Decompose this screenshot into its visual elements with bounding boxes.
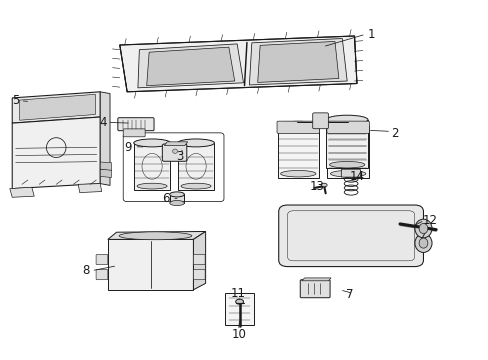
Ellipse shape xyxy=(169,192,184,197)
Text: 10: 10 xyxy=(231,328,245,341)
Ellipse shape xyxy=(280,171,315,177)
Ellipse shape xyxy=(133,139,170,147)
Polygon shape xyxy=(301,278,330,281)
Polygon shape xyxy=(12,117,100,189)
Text: 4: 4 xyxy=(99,116,106,129)
Ellipse shape xyxy=(181,183,211,189)
FancyBboxPatch shape xyxy=(193,270,205,280)
Polygon shape xyxy=(277,126,318,178)
Polygon shape xyxy=(78,184,102,193)
Polygon shape xyxy=(20,94,95,120)
Ellipse shape xyxy=(418,238,427,248)
FancyBboxPatch shape xyxy=(300,280,329,298)
FancyBboxPatch shape xyxy=(193,255,205,265)
Ellipse shape xyxy=(414,234,431,252)
Ellipse shape xyxy=(172,149,177,153)
Polygon shape xyxy=(164,142,187,145)
Polygon shape xyxy=(100,162,111,170)
Polygon shape xyxy=(177,143,214,190)
Ellipse shape xyxy=(418,224,427,234)
Text: 11: 11 xyxy=(231,287,245,300)
Ellipse shape xyxy=(235,299,243,304)
Text: 9: 9 xyxy=(124,141,132,154)
Polygon shape xyxy=(146,47,234,86)
Text: 13: 13 xyxy=(309,180,324,193)
Text: 7: 7 xyxy=(345,288,353,301)
FancyBboxPatch shape xyxy=(326,121,369,134)
Polygon shape xyxy=(12,92,100,123)
Text: 3: 3 xyxy=(176,150,183,163)
FancyBboxPatch shape xyxy=(312,113,327,129)
Ellipse shape xyxy=(329,161,364,168)
FancyBboxPatch shape xyxy=(123,129,145,137)
Ellipse shape xyxy=(327,121,368,130)
Ellipse shape xyxy=(321,183,326,187)
Polygon shape xyxy=(326,120,367,168)
FancyBboxPatch shape xyxy=(278,205,423,266)
Text: 12: 12 xyxy=(422,214,437,227)
Text: 1: 1 xyxy=(367,28,375,41)
FancyBboxPatch shape xyxy=(276,121,319,134)
Ellipse shape xyxy=(325,115,367,124)
Polygon shape xyxy=(327,126,368,178)
Ellipse shape xyxy=(137,183,167,189)
FancyBboxPatch shape xyxy=(341,169,360,177)
Polygon shape xyxy=(100,169,111,177)
Polygon shape xyxy=(134,143,170,190)
Polygon shape xyxy=(107,231,205,239)
Ellipse shape xyxy=(169,201,184,206)
FancyBboxPatch shape xyxy=(96,270,107,280)
Polygon shape xyxy=(100,92,110,185)
Polygon shape xyxy=(107,239,193,290)
Ellipse shape xyxy=(119,232,191,240)
Polygon shape xyxy=(138,44,243,88)
FancyBboxPatch shape xyxy=(224,293,253,325)
FancyBboxPatch shape xyxy=(96,255,107,265)
Ellipse shape xyxy=(330,171,365,177)
Text: 8: 8 xyxy=(81,264,89,277)
Text: 2: 2 xyxy=(390,127,398,140)
Ellipse shape xyxy=(177,139,214,147)
Polygon shape xyxy=(257,41,338,82)
Polygon shape xyxy=(249,39,346,85)
Polygon shape xyxy=(10,187,34,197)
Polygon shape xyxy=(120,36,356,92)
Polygon shape xyxy=(193,231,205,290)
FancyBboxPatch shape xyxy=(118,118,154,131)
Polygon shape xyxy=(169,194,184,203)
Text: 14: 14 xyxy=(349,170,364,183)
FancyBboxPatch shape xyxy=(162,144,186,161)
Text: 5: 5 xyxy=(12,94,20,107)
Text: 6: 6 xyxy=(162,192,170,205)
Ellipse shape xyxy=(414,219,431,238)
Ellipse shape xyxy=(277,121,319,130)
